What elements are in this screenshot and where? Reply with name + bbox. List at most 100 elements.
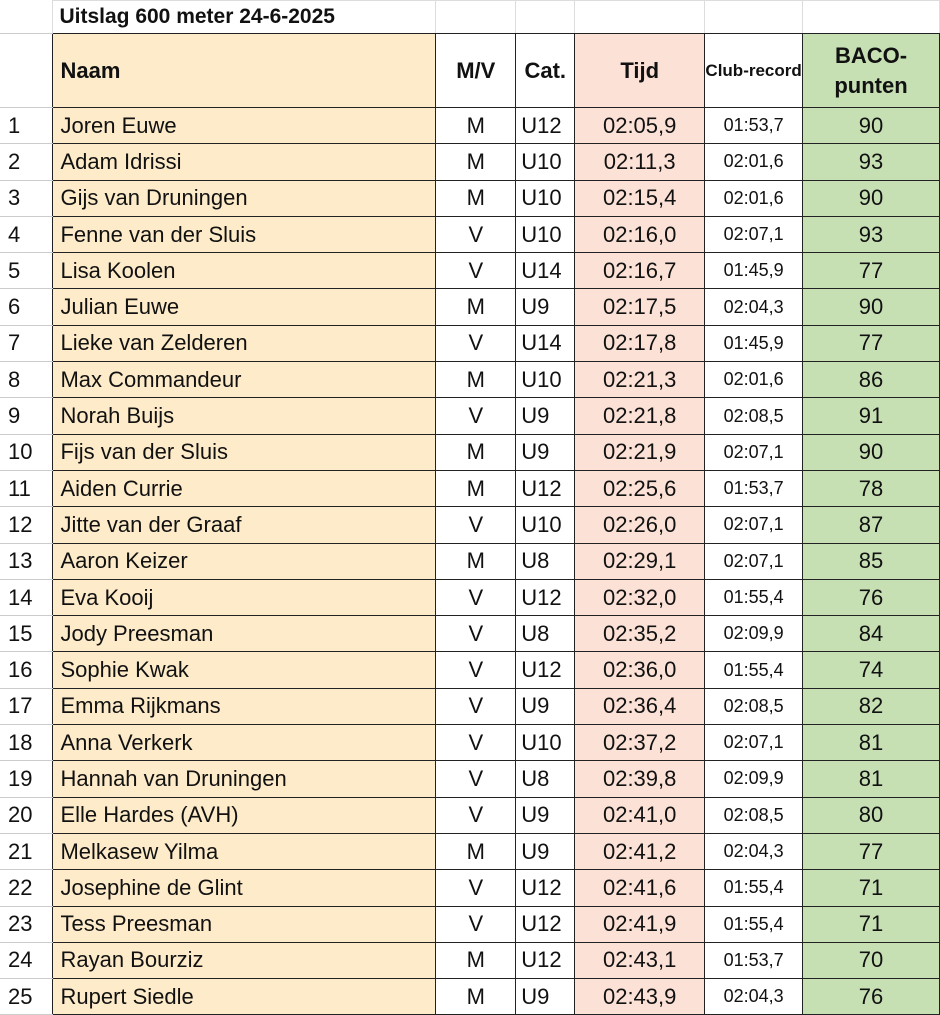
baco-points-cell[interactable]: 93 [802,215,940,254]
name-cell[interactable]: Elle Hardes (AVH) [52,796,437,834]
clubrecord-cell[interactable]: 02:08,5 [704,397,804,435]
gender-cell[interactable]: V [435,687,517,726]
baco-points-cell[interactable]: 90 [802,288,940,326]
row-number[interactable]: 6 [0,288,54,326]
name-cell[interactable]: Jody Preesman [52,615,437,653]
time-cell[interactable]: 02:21,3 [574,361,706,399]
time-cell[interactable]: 02:25,6 [574,469,706,508]
category-cell[interactable]: U10 [515,179,576,217]
row-number[interactable]: 19 [0,760,54,798]
name-cell[interactable]: Fijs van der Sluis [52,433,437,471]
row-number[interactable]: 15 [0,615,54,653]
header-naam[interactable]: Naam [52,33,437,108]
baco-points-cell[interactable]: 76 [802,578,940,617]
name-cell[interactable]: Joren Euwe [52,106,437,145]
sheet-title[interactable]: Uitslag 600 meter 24-6-2025 [52,0,437,34]
name-cell[interactable]: Norah Buijs [52,397,437,435]
empty-cell[interactable] [574,0,706,34]
name-cell[interactable]: Jitte van der Graaf [52,506,437,544]
time-cell[interactable]: 02:36,4 [574,687,706,726]
category-cell[interactable]: U9 [515,288,576,326]
name-cell[interactable]: Eva Kooij [52,578,437,617]
row-number[interactable]: 17 [0,687,54,726]
row-number[interactable]: 13 [0,542,54,580]
row-number[interactable]: 20 [0,796,54,834]
gender-cell[interactable]: M [435,143,517,181]
category-cell[interactable]: U10 [515,215,576,254]
gender-cell[interactable]: V [435,760,517,798]
time-cell[interactable]: 02:17,5 [574,288,706,326]
row-number[interactable]: 18 [0,724,54,762]
category-cell[interactable]: U9 [515,978,576,1015]
time-cell[interactable]: 02:11,3 [574,143,706,181]
category-cell[interactable]: U12 [515,106,576,145]
baco-points-cell[interactable]: 90 [802,433,940,471]
baco-points-cell[interactable]: 77 [802,324,940,363]
category-cell[interactable]: U10 [515,724,576,762]
time-cell[interactable]: 02:16,7 [574,252,706,290]
row-number[interactable]: 10 [0,433,54,471]
header-cat[interactable]: Cat. [515,33,576,108]
baco-points-cell[interactable]: 86 [802,361,940,399]
gender-cell[interactable]: M [435,941,517,980]
gender-cell[interactable]: V [435,615,517,653]
clubrecord-cell[interactable]: 02:04,3 [704,288,804,326]
clubrecord-cell[interactable]: 02:07,1 [704,506,804,544]
name-cell[interactable]: Rupert Siedle [52,978,437,1015]
name-cell[interactable]: Aiden Currie [52,469,437,508]
gender-cell[interactable]: V [435,397,517,435]
name-cell[interactable]: Sophie Kwak [52,651,437,689]
gender-cell[interactable]: V [435,869,517,907]
gender-cell[interactable]: M [435,106,517,145]
baco-points-cell[interactable]: 81 [802,724,940,762]
time-cell[interactable]: 02:05,9 [574,106,706,145]
baco-points-cell[interactable]: 77 [802,832,940,871]
gender-cell[interactable]: M [435,179,517,217]
time-cell[interactable]: 02:43,9 [574,978,706,1015]
clubrecord-cell[interactable]: 01:55,4 [704,578,804,617]
row-number-cell[interactable] [0,33,54,108]
gender-cell[interactable]: M [435,978,517,1015]
clubrecord-cell[interactable]: 02:08,5 [704,687,804,726]
gender-cell[interactable]: M [435,542,517,580]
baco-points-cell[interactable]: 84 [802,615,940,653]
name-cell[interactable]: Lisa Koolen [52,252,437,290]
clubrecord-cell[interactable]: 02:07,1 [704,542,804,580]
baco-points-cell[interactable]: 85 [802,542,940,580]
baco-points-cell[interactable]: 91 [802,397,940,435]
gender-cell[interactable]: V [435,506,517,544]
time-cell[interactable]: 02:36,0 [574,651,706,689]
clubrecord-cell[interactable]: 02:09,9 [704,615,804,653]
name-cell[interactable]: Rayan Bourziz [52,941,437,980]
clubrecord-cell[interactable]: 02:04,3 [704,832,804,871]
clubrecord-cell[interactable]: 01:45,9 [704,252,804,290]
header-clubrecord[interactable]: Club-record [704,33,804,108]
gender-cell[interactable]: V [435,651,517,689]
empty-cell[interactable] [435,0,517,34]
time-cell[interactable]: 02:39,8 [574,760,706,798]
name-cell[interactable]: Julian Euwe [52,288,437,326]
header-mv[interactable]: M/V [435,33,517,108]
baco-points-cell[interactable]: 74 [802,651,940,689]
name-cell[interactable]: Josephine de Glint [52,869,437,907]
clubrecord-cell[interactable]: 01:53,7 [704,106,804,145]
row-number[interactable]: 12 [0,506,54,544]
row-number[interactable]: 8 [0,361,54,399]
time-cell[interactable]: 02:35,2 [574,615,706,653]
category-cell[interactable]: U9 [515,832,576,871]
row-number[interactable]: 22 [0,869,54,907]
empty-cell[interactable] [515,0,576,34]
time-cell[interactable]: 02:41,6 [574,869,706,907]
gender-cell[interactable]: V [435,578,517,617]
category-cell[interactable]: U12 [515,651,576,689]
baco-points-cell[interactable]: 78 [802,469,940,508]
baco-points-cell[interactable]: 87 [802,506,940,544]
time-cell[interactable]: 02:41,9 [574,905,706,943]
baco-points-cell[interactable]: 81 [802,760,940,798]
name-cell[interactable]: Aaron Keizer [52,542,437,580]
clubrecord-cell[interactable]: 01:53,7 [704,469,804,508]
category-cell[interactable]: U12 [515,469,576,508]
row-number[interactable]: 9 [0,397,54,435]
row-number[interactable]: 1 [0,106,54,145]
baco-points-cell[interactable]: 80 [802,796,940,834]
